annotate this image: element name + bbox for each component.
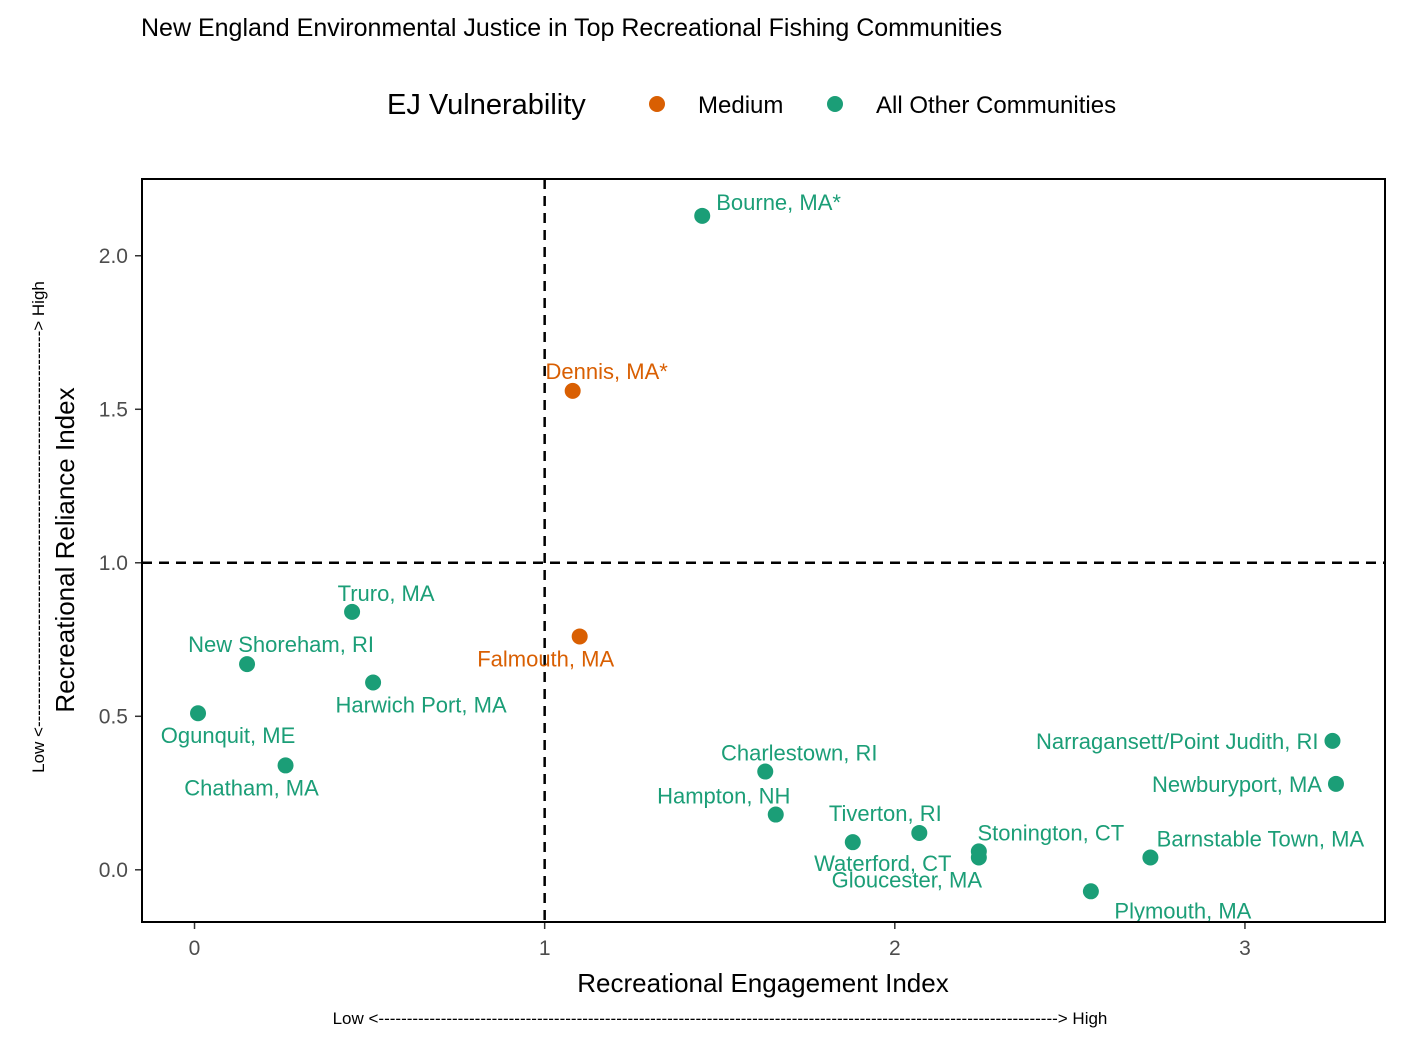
x-axis-direction-note: Low <-----------------------------------… <box>333 1009 1108 1028</box>
y-tick-label: 1.5 <box>99 398 128 421</box>
plot-panel-border <box>141 178 1386 923</box>
point-label: Narragansett/Point Judith, RI <box>1036 729 1318 754</box>
axis-ticks: 0 1 2 3 0.0 0.5 1.0 1.5 2.0 <box>99 245 1251 960</box>
y-tick-label: 0.5 <box>99 705 128 728</box>
point-label: New Shoreham, RI <box>188 632 374 657</box>
data-point <box>344 603 361 620</box>
reference-lines <box>142 179 1385 922</box>
data-point <box>564 382 581 399</box>
data-point <box>239 656 256 673</box>
y-axis-title: Recreational Reliance Index <box>50 387 80 712</box>
data-point <box>970 849 987 866</box>
legend-marker-all-other <box>827 96 843 112</box>
data-point <box>1142 849 1159 866</box>
data-point <box>1082 883 1099 900</box>
data-points <box>190 207 1344 900</box>
data-point <box>571 628 588 645</box>
y-tick-label: 1.0 <box>99 552 128 575</box>
data-point <box>365 674 382 691</box>
data-point <box>757 763 774 780</box>
data-point <box>1327 775 1344 792</box>
x-tick-label: 0 <box>189 937 201 960</box>
point-label: Plymouth, MA <box>1114 898 1251 923</box>
point-label: Hampton, NH <box>657 784 790 809</box>
point-label: Truro, MA <box>338 581 435 606</box>
chart-title: New England Environmental Justice in Top… <box>141 14 1002 42</box>
data-point <box>694 207 711 224</box>
y-axis-direction-note: Low <-----------------------------------… <box>29 281 48 773</box>
legend-title: EJ Vulnerability <box>387 89 586 121</box>
legend: EJ Vulnerability Medium All Other Commun… <box>387 89 1116 121</box>
point-label: Dennis, MA* <box>546 359 669 384</box>
point-label: Tiverton, RI <box>829 801 942 826</box>
x-tick-label: 1 <box>539 937 551 960</box>
legend-label-medium: Medium <box>698 92 783 119</box>
point-label: Harwich Port, MA <box>336 693 507 718</box>
point-labels: Bourne, MA* Dennis, MA* Truro, MA Falmouth,… <box>161 190 1365 923</box>
y-tick-label: 0.0 <box>99 859 128 882</box>
point-label: Barnstable Town, MA <box>1157 827 1365 852</box>
data-point <box>911 824 928 841</box>
point-label: Newburyport, MA <box>1152 772 1322 797</box>
point-label: Chatham, MA <box>184 775 319 800</box>
data-point <box>1324 732 1341 749</box>
x-tick-label: 2 <box>889 937 901 960</box>
data-point <box>277 757 294 774</box>
point-label: Bourne, MA* <box>716 190 841 215</box>
point-label: Waterford, CT <box>814 851 951 876</box>
data-point <box>844 834 861 851</box>
x-axis-title: Recreational Engagement Index <box>577 968 948 998</box>
legend-marker-medium <box>649 96 665 112</box>
data-point <box>767 806 784 823</box>
point-label: Stonington, CT <box>977 820 1124 845</box>
point-label: Falmouth, MA <box>477 646 614 671</box>
legend-label-all-other: All Other Communities <box>876 92 1116 119</box>
x-tick-label: 3 <box>1239 937 1251 960</box>
y-tick-label: 2.0 <box>99 245 128 268</box>
data-point <box>190 705 207 722</box>
point-label: Charlestown, RI <box>721 741 878 766</box>
point-label: Gloucester, MA <box>832 868 983 893</box>
point-label: Ogunquit, ME <box>161 723 296 748</box>
